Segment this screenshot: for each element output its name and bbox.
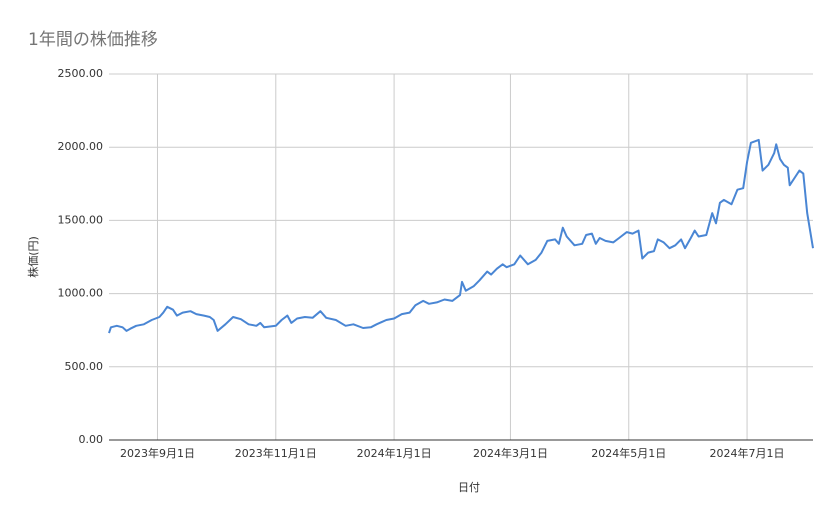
x-tick-label: 2024年5月1日	[591, 446, 666, 460]
y-tick-label: 500.00	[65, 360, 104, 373]
x-tick-label: 2024年1月1日	[357, 446, 432, 460]
chart-title: 1年間の株価推移	[28, 30, 158, 50]
x-tick-label: 2023年11月1日	[235, 446, 317, 460]
y-tick-label: 1500.00	[58, 213, 104, 226]
y-tick-label: 2000.00	[58, 140, 104, 153]
x-tick-label: 2024年7月1日	[710, 446, 785, 460]
data-line	[108, 138, 814, 334]
x-tick-label: 2023年9月1日	[120, 446, 195, 460]
x-axis-title: 日付	[458, 481, 480, 494]
y-tick-label: 1000.00	[58, 287, 104, 300]
x-tick-label: 2024年3月1日	[473, 446, 548, 460]
y-tick-label: 2500.00	[58, 67, 104, 80]
y-axis-title: 株価(円)	[26, 236, 40, 278]
y-tick-label: 0.00	[79, 433, 104, 446]
